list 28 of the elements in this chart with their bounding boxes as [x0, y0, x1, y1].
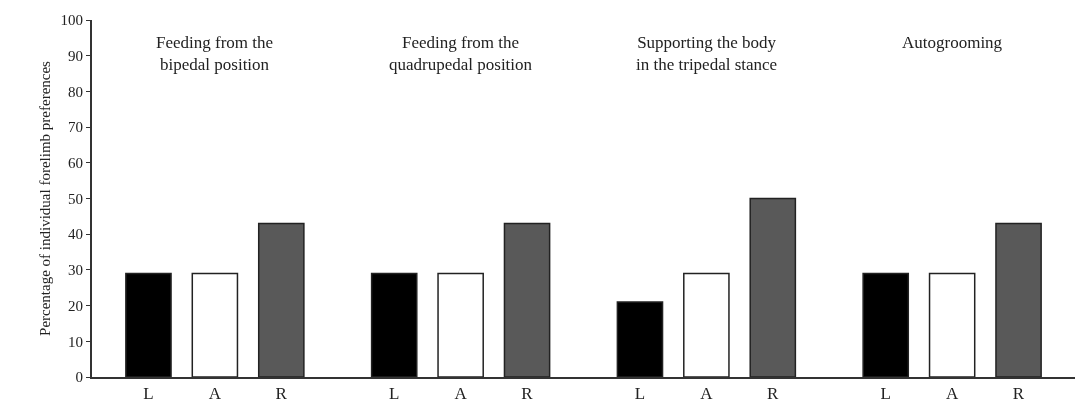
x-tick-label: R — [521, 384, 534, 404]
y-tick-label: 50 — [68, 190, 83, 207]
y-tick-label: 0 — [75, 369, 83, 386]
x-tick-label: A — [945, 384, 959, 404]
y-tick-label: 80 — [68, 83, 83, 100]
y-tick-label: 70 — [68, 119, 83, 136]
x-tick-label: L — [389, 384, 400, 404]
x-tick-label: A — [208, 384, 222, 404]
x-tick-label: R — [767, 384, 780, 404]
y-tick-label: 10 — [68, 333, 83, 350]
x-tick-label: L — [634, 384, 646, 404]
y-tick-label: 40 — [68, 226, 83, 243]
y-axis-title: Percentage of individual forelimb preferences — [37, 60, 54, 336]
y-tick-label: 100 — [60, 12, 83, 29]
y-tick-label: 20 — [68, 297, 83, 314]
text: Supporting the body in the tripedal stance — [636, 33, 778, 75]
y-tick-label: 90 — [68, 47, 83, 64]
x-tick-label: A — [700, 384, 714, 404]
x-tick-label: R — [275, 384, 288, 404]
text: Feeding from the quadrupedal position — [389, 33, 533, 75]
text: Autogrooming — [902, 33, 1003, 52]
x-tick-label: L — [880, 384, 891, 404]
y-tick-label: 60 — [68, 155, 83, 172]
text: Feeding from the bipedal position — [156, 33, 274, 75]
x-tick-label: L — [143, 384, 154, 404]
x-tick-label: A — [454, 384, 468, 404]
y-tick-label: 30 — [68, 262, 83, 279]
x-tick-label: R — [1012, 384, 1025, 404]
